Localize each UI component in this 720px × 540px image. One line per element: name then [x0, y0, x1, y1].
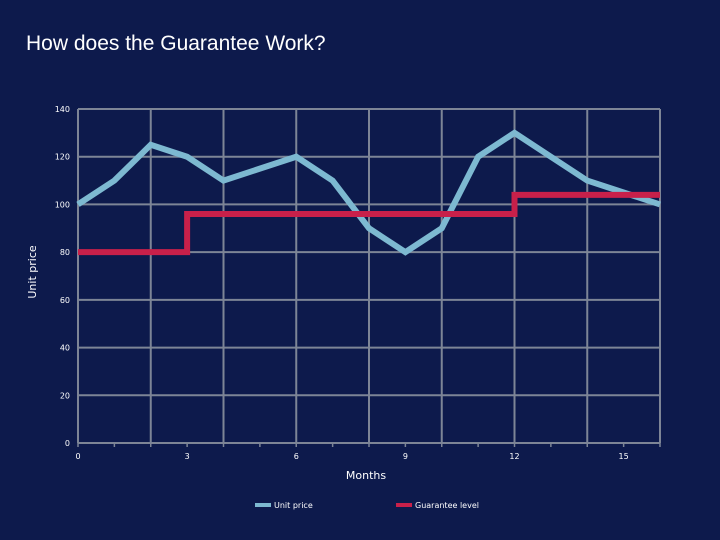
legend-label: Unit price — [274, 501, 313, 510]
legend-swatch — [255, 503, 271, 507]
series-line-guarantee-level — [78, 191, 660, 256]
x-tick-label: 0 — [75, 452, 80, 461]
y-tick-label: 20 — [60, 391, 70, 400]
legend-item: Guarantee level — [396, 501, 479, 510]
y-axis-ticks: 0 20 40 60 80 100 120 140 — [55, 105, 70, 448]
chart-legend: Unit price Guarantee level — [255, 501, 479, 510]
y-tick-label: 40 — [60, 344, 70, 353]
x-tick-label: 3 — [185, 452, 190, 461]
x-tick-label: 9 — [403, 452, 408, 461]
legend-swatch — [396, 503, 412, 507]
y-tick-label: 100 — [55, 200, 70, 209]
chart-grid — [77, 108, 661, 447]
y-tick-label: 60 — [60, 296, 70, 305]
y-tick-label: 120 — [55, 153, 70, 162]
series-layer — [76, 129, 661, 256]
x-tick-label: 6 — [294, 452, 299, 461]
y-tick-label: 0 — [65, 439, 70, 448]
slide-title: How does the Guarantee Work? — [26, 32, 326, 55]
y-axis-title: Unit price — [26, 245, 39, 298]
x-axis-title: Months — [346, 469, 386, 482]
legend-label: Guarantee level — [415, 501, 479, 510]
legend-item: Unit price — [255, 501, 313, 510]
x-tick-label: 12 — [509, 452, 519, 461]
x-tick-label: 15 — [619, 452, 629, 461]
series-line-unit-price — [76, 129, 661, 256]
y-tick-label: 140 — [55, 105, 70, 114]
x-axis-ticks: 0 3 6 9 12 15 — [75, 452, 628, 461]
y-tick-label: 80 — [60, 248, 70, 257]
